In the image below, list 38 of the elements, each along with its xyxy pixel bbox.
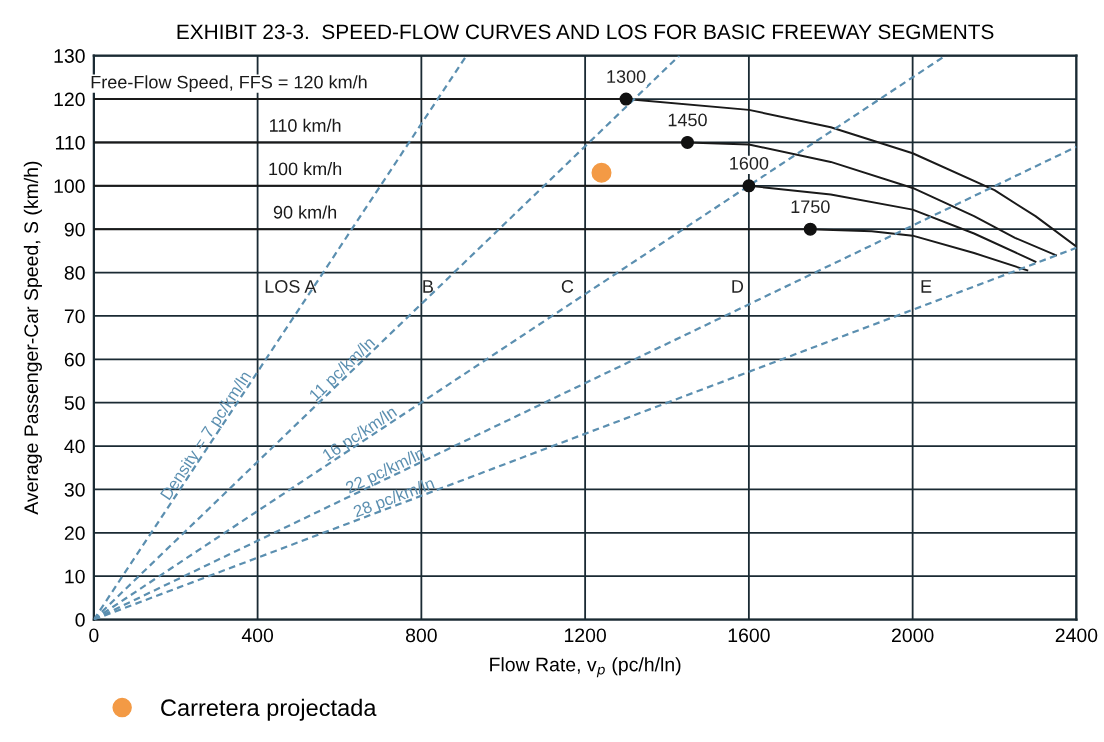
annotation: LOS A xyxy=(265,280,317,293)
y-axis-title: Average Passenger-Car Speed, S (km/h) xyxy=(23,161,42,515)
y-tick-label: 80 xyxy=(64,266,85,280)
chart-title: EXHIBIT 23-3. SPEED-FLOW CURVES AND LOS FOR BASIC FREEWAY SEGMENTS xyxy=(177,24,994,40)
y-tick-label: 30 xyxy=(64,482,85,497)
series-label: Free-Flow Speed, FFS = 120 km/h xyxy=(91,75,367,93)
y-tick-label: 130 xyxy=(54,49,85,63)
y-tick-label: 100 xyxy=(54,179,85,194)
series-label: 110 km/h xyxy=(270,118,341,132)
x-tick-label: 2000 xyxy=(891,628,934,643)
legend-label: Carretera projectada xyxy=(161,698,377,721)
annotation: C xyxy=(561,280,574,293)
x-tick-label: 1600 xyxy=(728,628,770,643)
x-tick-label: 0 xyxy=(89,628,99,643)
series-label: 90 km/h xyxy=(273,205,337,219)
x-tick-label: 1200 xyxy=(564,628,606,643)
annotation: 1300 xyxy=(607,70,646,83)
y-tick-label: 50 xyxy=(64,396,85,410)
y-tick-label: 90 xyxy=(64,222,85,237)
y-tick-label: 60 xyxy=(64,352,85,367)
y-tick-label: 70 xyxy=(64,309,85,324)
x-tick-label: 2400 xyxy=(1055,628,1098,643)
y-tick-label: 110 xyxy=(55,135,85,150)
annotation: 1450 xyxy=(668,113,707,127)
y-tick-label: 40 xyxy=(64,439,85,454)
annotation: 1750 xyxy=(791,200,830,214)
annotation: D xyxy=(732,280,744,293)
series-label: 100 km/h xyxy=(269,162,342,176)
y-tick-label: 20 xyxy=(64,526,85,541)
x-axis-title: Flow Rate, v$_{p}$ (pc/h/ln) xyxy=(490,657,681,678)
y-tick-label: 10 xyxy=(65,569,85,584)
x-tick-label: 800 xyxy=(405,628,437,643)
y-tick-label: 120 xyxy=(54,92,85,107)
x-tick-label: 400 xyxy=(241,628,274,643)
annotation: B xyxy=(423,280,433,293)
y-tick-label: 0 xyxy=(75,613,85,627)
annotation: E xyxy=(921,280,932,293)
annotation: 1600 xyxy=(730,156,769,170)
